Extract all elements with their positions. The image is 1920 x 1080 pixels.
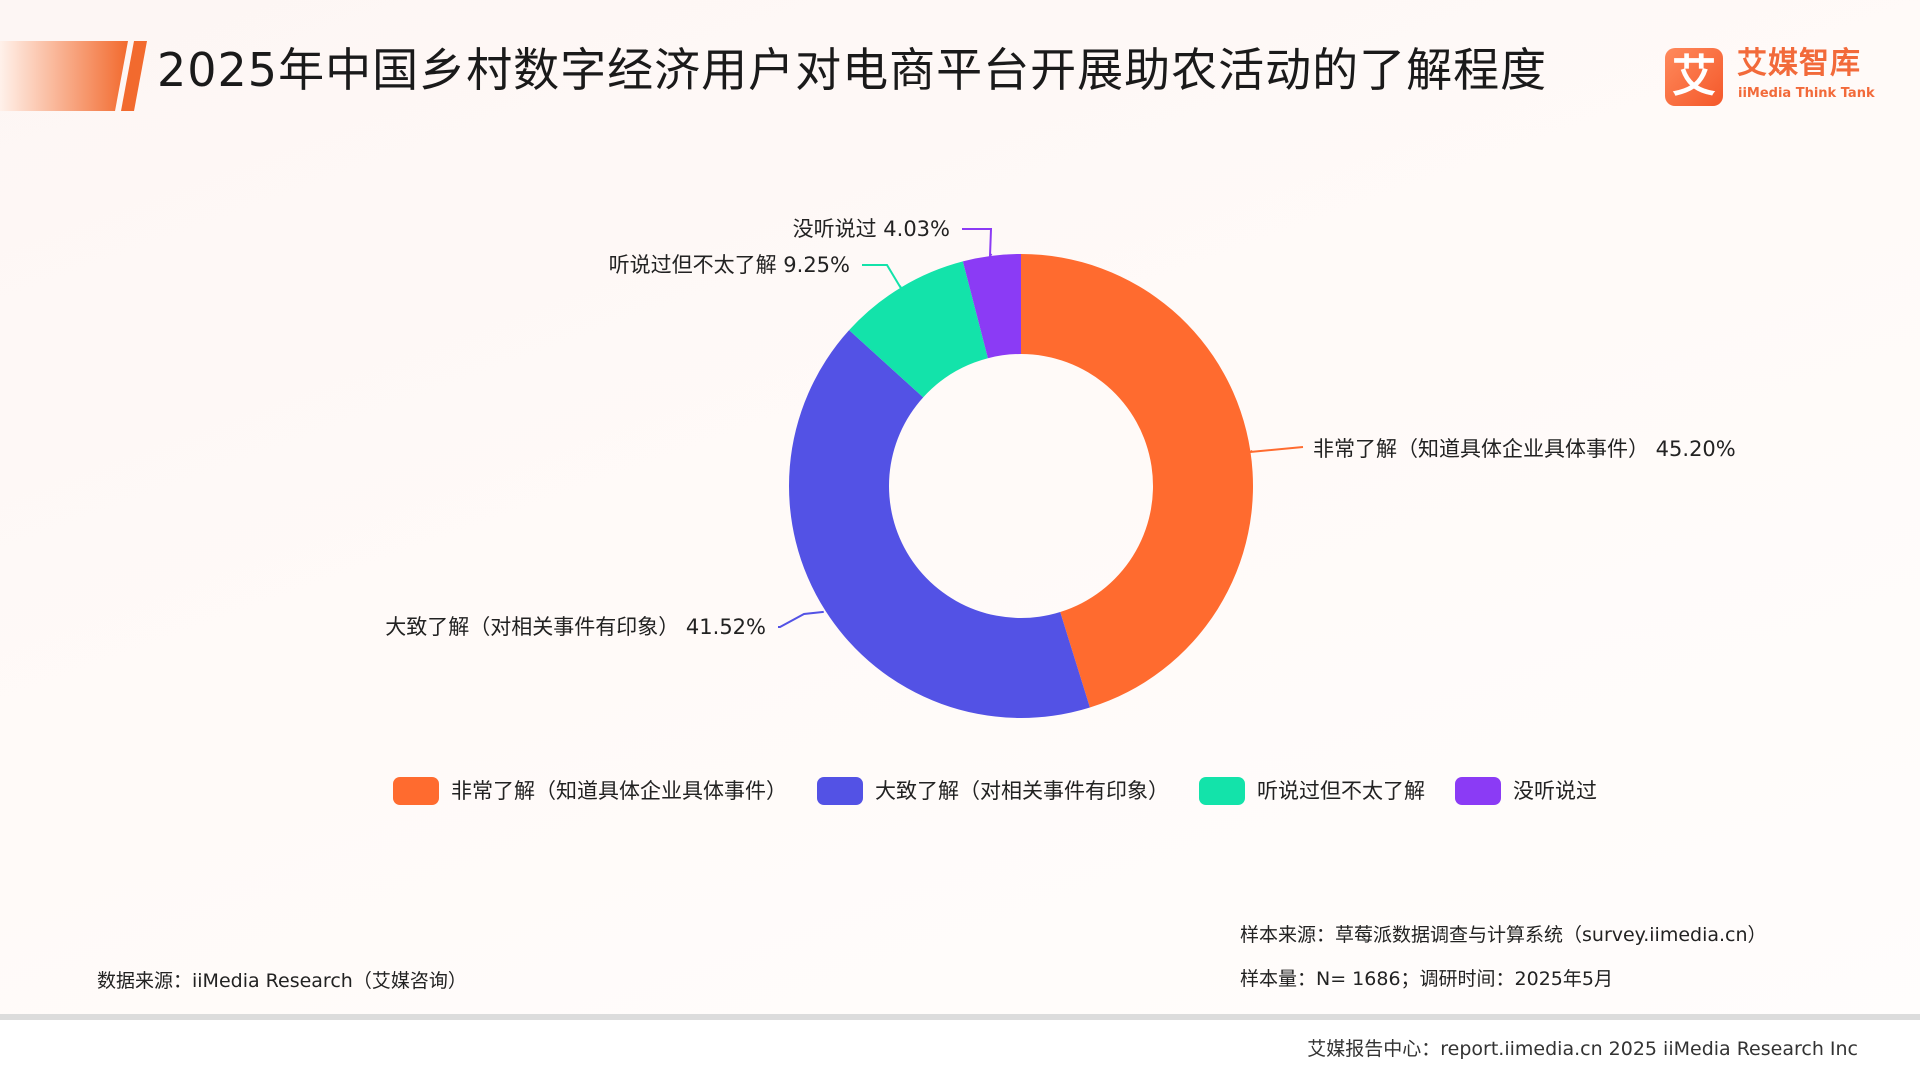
legend-label: 听说过但不太了解 [1257,779,1425,803]
data-label: 没听说过 4.03% [793,217,950,241]
legend-label: 没听说过 [1513,779,1597,803]
footer [0,1020,1920,1080]
leader-line [1249,446,1304,453]
slice-never-heard [962,254,1021,359]
header-accent-bar [0,41,147,111]
data-label: 非常了解（知道具体企业具体事件） 45.20% [1313,437,1736,461]
leader-line [962,228,993,260]
data-source-note: 数据来源：iiMedia Research（艾媒咨询） [97,970,467,992]
sample-size-note: 样本量：N= 1686；调研时间：2025年5月 [1240,968,1613,990]
page-title: 2025年中国乡村数字经济用户对电商平台开展助农活动的了解程度 [157,43,1548,97]
footer-divider [0,1014,1920,1020]
logo-name-cn: 艾媒智库 [1737,46,1861,81]
logo-name-en: iiMedia Think Tank [1738,86,1875,101]
iimedia-logo: 艾 艾媒智库 iiMedia Think Tank [1665,46,1875,108]
legend-swatch [817,777,863,805]
legend-item-never-heard: 没听说过 [1455,777,1597,805]
legend-swatch [1455,777,1501,805]
donut-chart: 非常了解（知道具体企业具体事件） 45.20% 大致了解（对相关事件有印象） 41… [385,217,1736,719]
slice-heard-not-familiar [849,261,988,398]
sample-source-note: 样本来源：草莓派数据调查与计算系统（survey.iimedia.cn） [1240,924,1767,946]
legend-label: 非常了解（知道具体企业具体事件） [451,779,787,803]
slice-roughly-familiar [788,330,1090,719]
legend-label: 大致了解（对相关事件有印象） [875,779,1169,803]
legend-swatch [1199,777,1245,805]
legend-swatch [393,777,439,805]
data-label: 听说过但不太了解 9.25% [609,253,850,277]
legend-item-very-familiar: 非常了解（知道具体企业具体事件） [393,777,787,805]
leader-line [778,610,824,628]
chart-legend: 非常了解（知道具体企业具体事件） 大致了解（对相关事件有印象） 听说过但不太了解… [0,777,1920,805]
slice-very-familiar [1021,254,1254,708]
legend-item-heard-not-familiar: 听说过但不太了解 [1199,777,1425,805]
data-label: 大致了解（对相关事件有印象） 41.52% [385,615,766,639]
leader-line [862,264,903,291]
footer-text: 艾媒报告中心：report.iimedia.cn 2025 iiMedia Re… [1307,1038,1858,1060]
logo-mark: 艾 [1665,48,1723,106]
legend-item-roughly-familiar: 大致了解（对相关事件有印象） [817,777,1169,805]
